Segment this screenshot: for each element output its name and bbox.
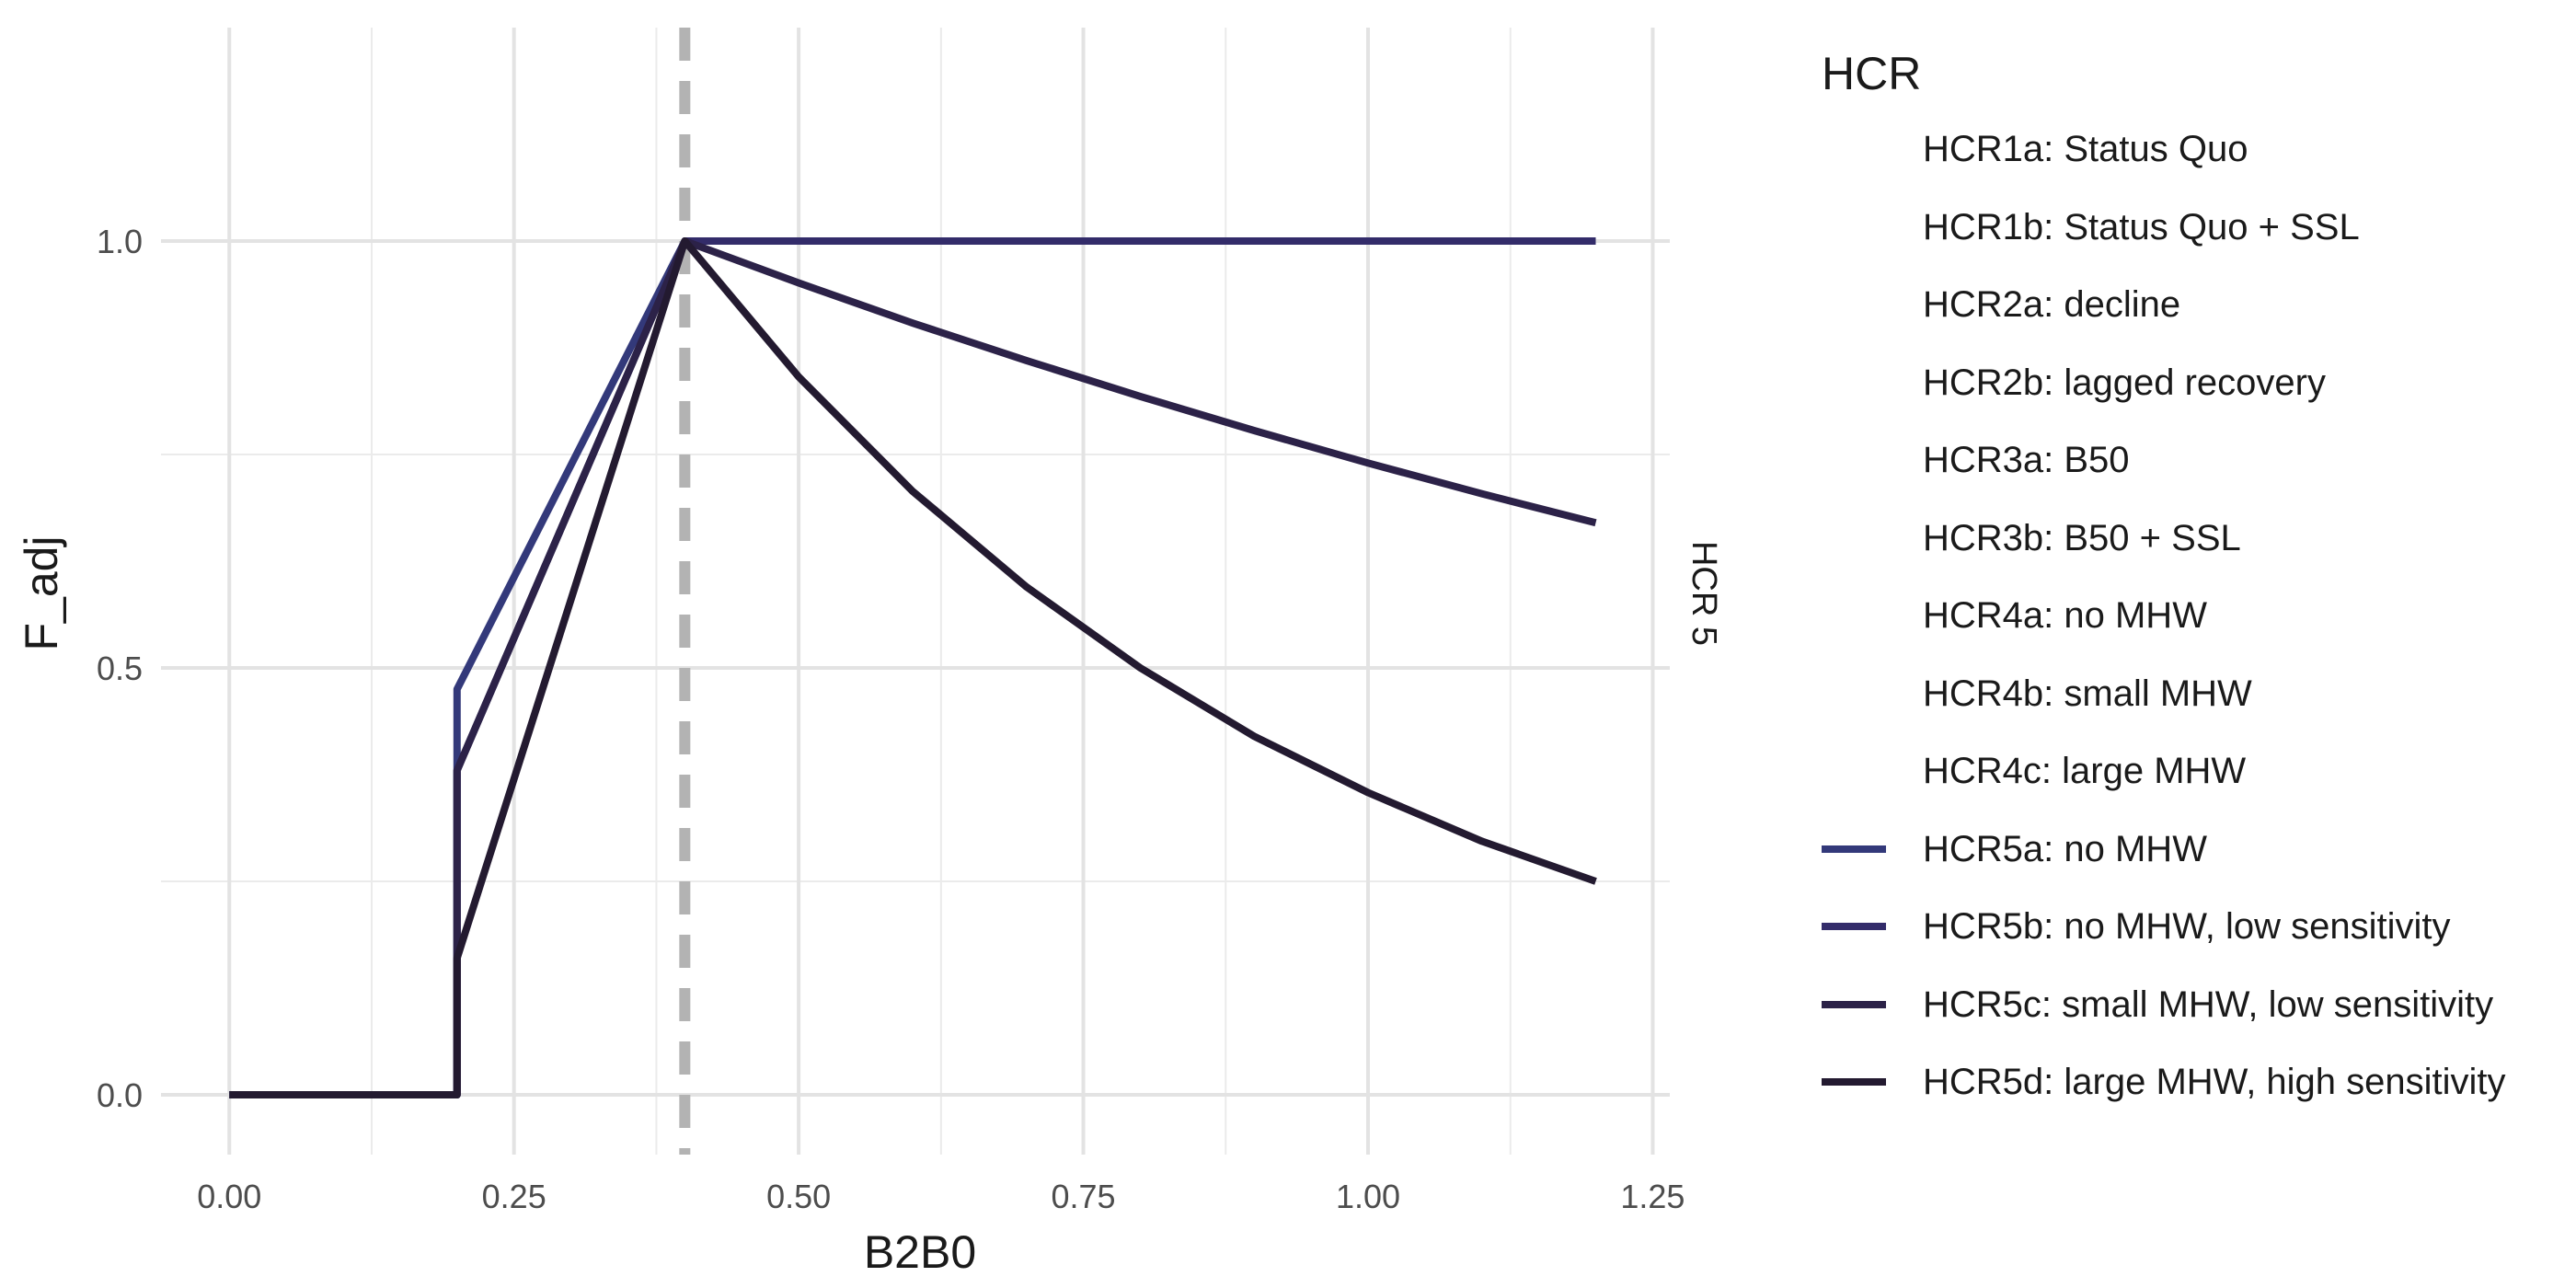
legend-label: HCR4a: no MHW: [1923, 595, 2207, 636]
legend-label: HCR4b: small MHW: [1923, 673, 2252, 714]
legend-item: HCR2a: decline: [1794, 266, 2548, 344]
legend-key: [1822, 1078, 1886, 1086]
legend-key: [1822, 690, 1886, 697]
legend-label: HCR3a: B50: [1923, 440, 2130, 480]
legend-item: HCR5a: no MHW: [1794, 811, 2548, 889]
legend-key: [1822, 845, 1886, 853]
legend-key: [1822, 456, 1886, 464]
legend-label: HCR2b: lagged recovery: [1923, 362, 2326, 403]
x-tick-label: 1.25: [1620, 1178, 1685, 1215]
legend-key: [1822, 767, 1886, 775]
y-tick-label: 0.5: [97, 650, 143, 687]
series-line-3: [229, 237, 1597, 1098]
legend-title: HCR: [1822, 48, 1922, 99]
x-tick-label: 1.00: [1336, 1178, 1400, 1215]
legend-key: [1822, 612, 1886, 619]
legend-key: [1822, 535, 1886, 542]
legend-label: HCR5a: no MHW: [1923, 828, 2207, 869]
legend-key: [1822, 1000, 1886, 1008]
legend-label: HCR5b: no MHW, low sensitivity: [1923, 906, 2451, 947]
x-tick-label: 0.75: [1052, 1178, 1116, 1215]
legend-key: [1822, 923, 1886, 930]
x-tick-label: 0.00: [197, 1178, 261, 1215]
legend-key: [1822, 301, 1886, 308]
legend-item: HCR2b: lagged recovery: [1794, 344, 2548, 422]
legend-item: HCR4a: no MHW: [1794, 577, 2548, 655]
legend-item: HCR5c: small MHW, low sensitivity: [1794, 966, 2548, 1044]
y-axis-title: F_adj: [16, 535, 67, 650]
y-tick-label: 0.0: [97, 1076, 143, 1114]
legend-label: HCR3b: B50 + SSL: [1923, 517, 2241, 558]
legend-key: [1822, 379, 1886, 386]
legend: HCR HCR1a: Status Quo HCR1b: Status Quo +…: [1794, 37, 2548, 1121]
legend-item: HCR5b: no MHW, low sensitivity: [1794, 888, 2548, 966]
legend-item: HCR5d: large MHW, high sensitivity: [1794, 1043, 2548, 1121]
legend-item: HCR1a: Status Quo: [1794, 110, 2548, 189]
tick-label-layer: 0.00 0.25 0.50 0.75 1.00 1.25 0.0 0.5 1.0: [97, 223, 1685, 1215]
legend-label: HCR1b: Status Quo + SSL: [1923, 206, 2360, 247]
legend-item: HCR4c: large MHW: [1794, 732, 2548, 811]
series-line-4: [229, 237, 1597, 1098]
legend-items: HCR1a: Status Quo HCR1b: Status Quo + SSL…: [1794, 110, 2548, 1121]
facet-strip-label: HCR 5: [1685, 541, 1723, 646]
y-tick-label: 1.0: [97, 223, 143, 260]
legend-item: HCR3a: B50: [1794, 421, 2548, 500]
legend-key: [1822, 145, 1886, 153]
legend-label: HCR5d: large MHW, high sensitivity: [1923, 1062, 2506, 1102]
legend-item: HCR4b: small MHW: [1794, 655, 2548, 733]
legend-label: HCR1a: Status Quo: [1923, 129, 2248, 169]
x-tick-label: 0.50: [766, 1178, 831, 1215]
legend-label: HCR2a: decline: [1923, 284, 2181, 325]
legend-item: HCR3b: B50 + SSL: [1794, 500, 2548, 578]
series-layer: [229, 237, 1597, 1098]
x-axis-title: B2B0: [864, 1226, 976, 1278]
legend-label: HCR5c: small MHW, low sensitivity: [1923, 983, 2494, 1025]
legend-item: HCR1b: Status Quo + SSL: [1794, 189, 2548, 267]
grid-layer: [161, 28, 1670, 1155]
x-tick-label: 0.25: [482, 1178, 546, 1215]
legend-label: HCR4c: large MHW: [1923, 751, 2247, 791]
legend-key: [1822, 224, 1886, 231]
